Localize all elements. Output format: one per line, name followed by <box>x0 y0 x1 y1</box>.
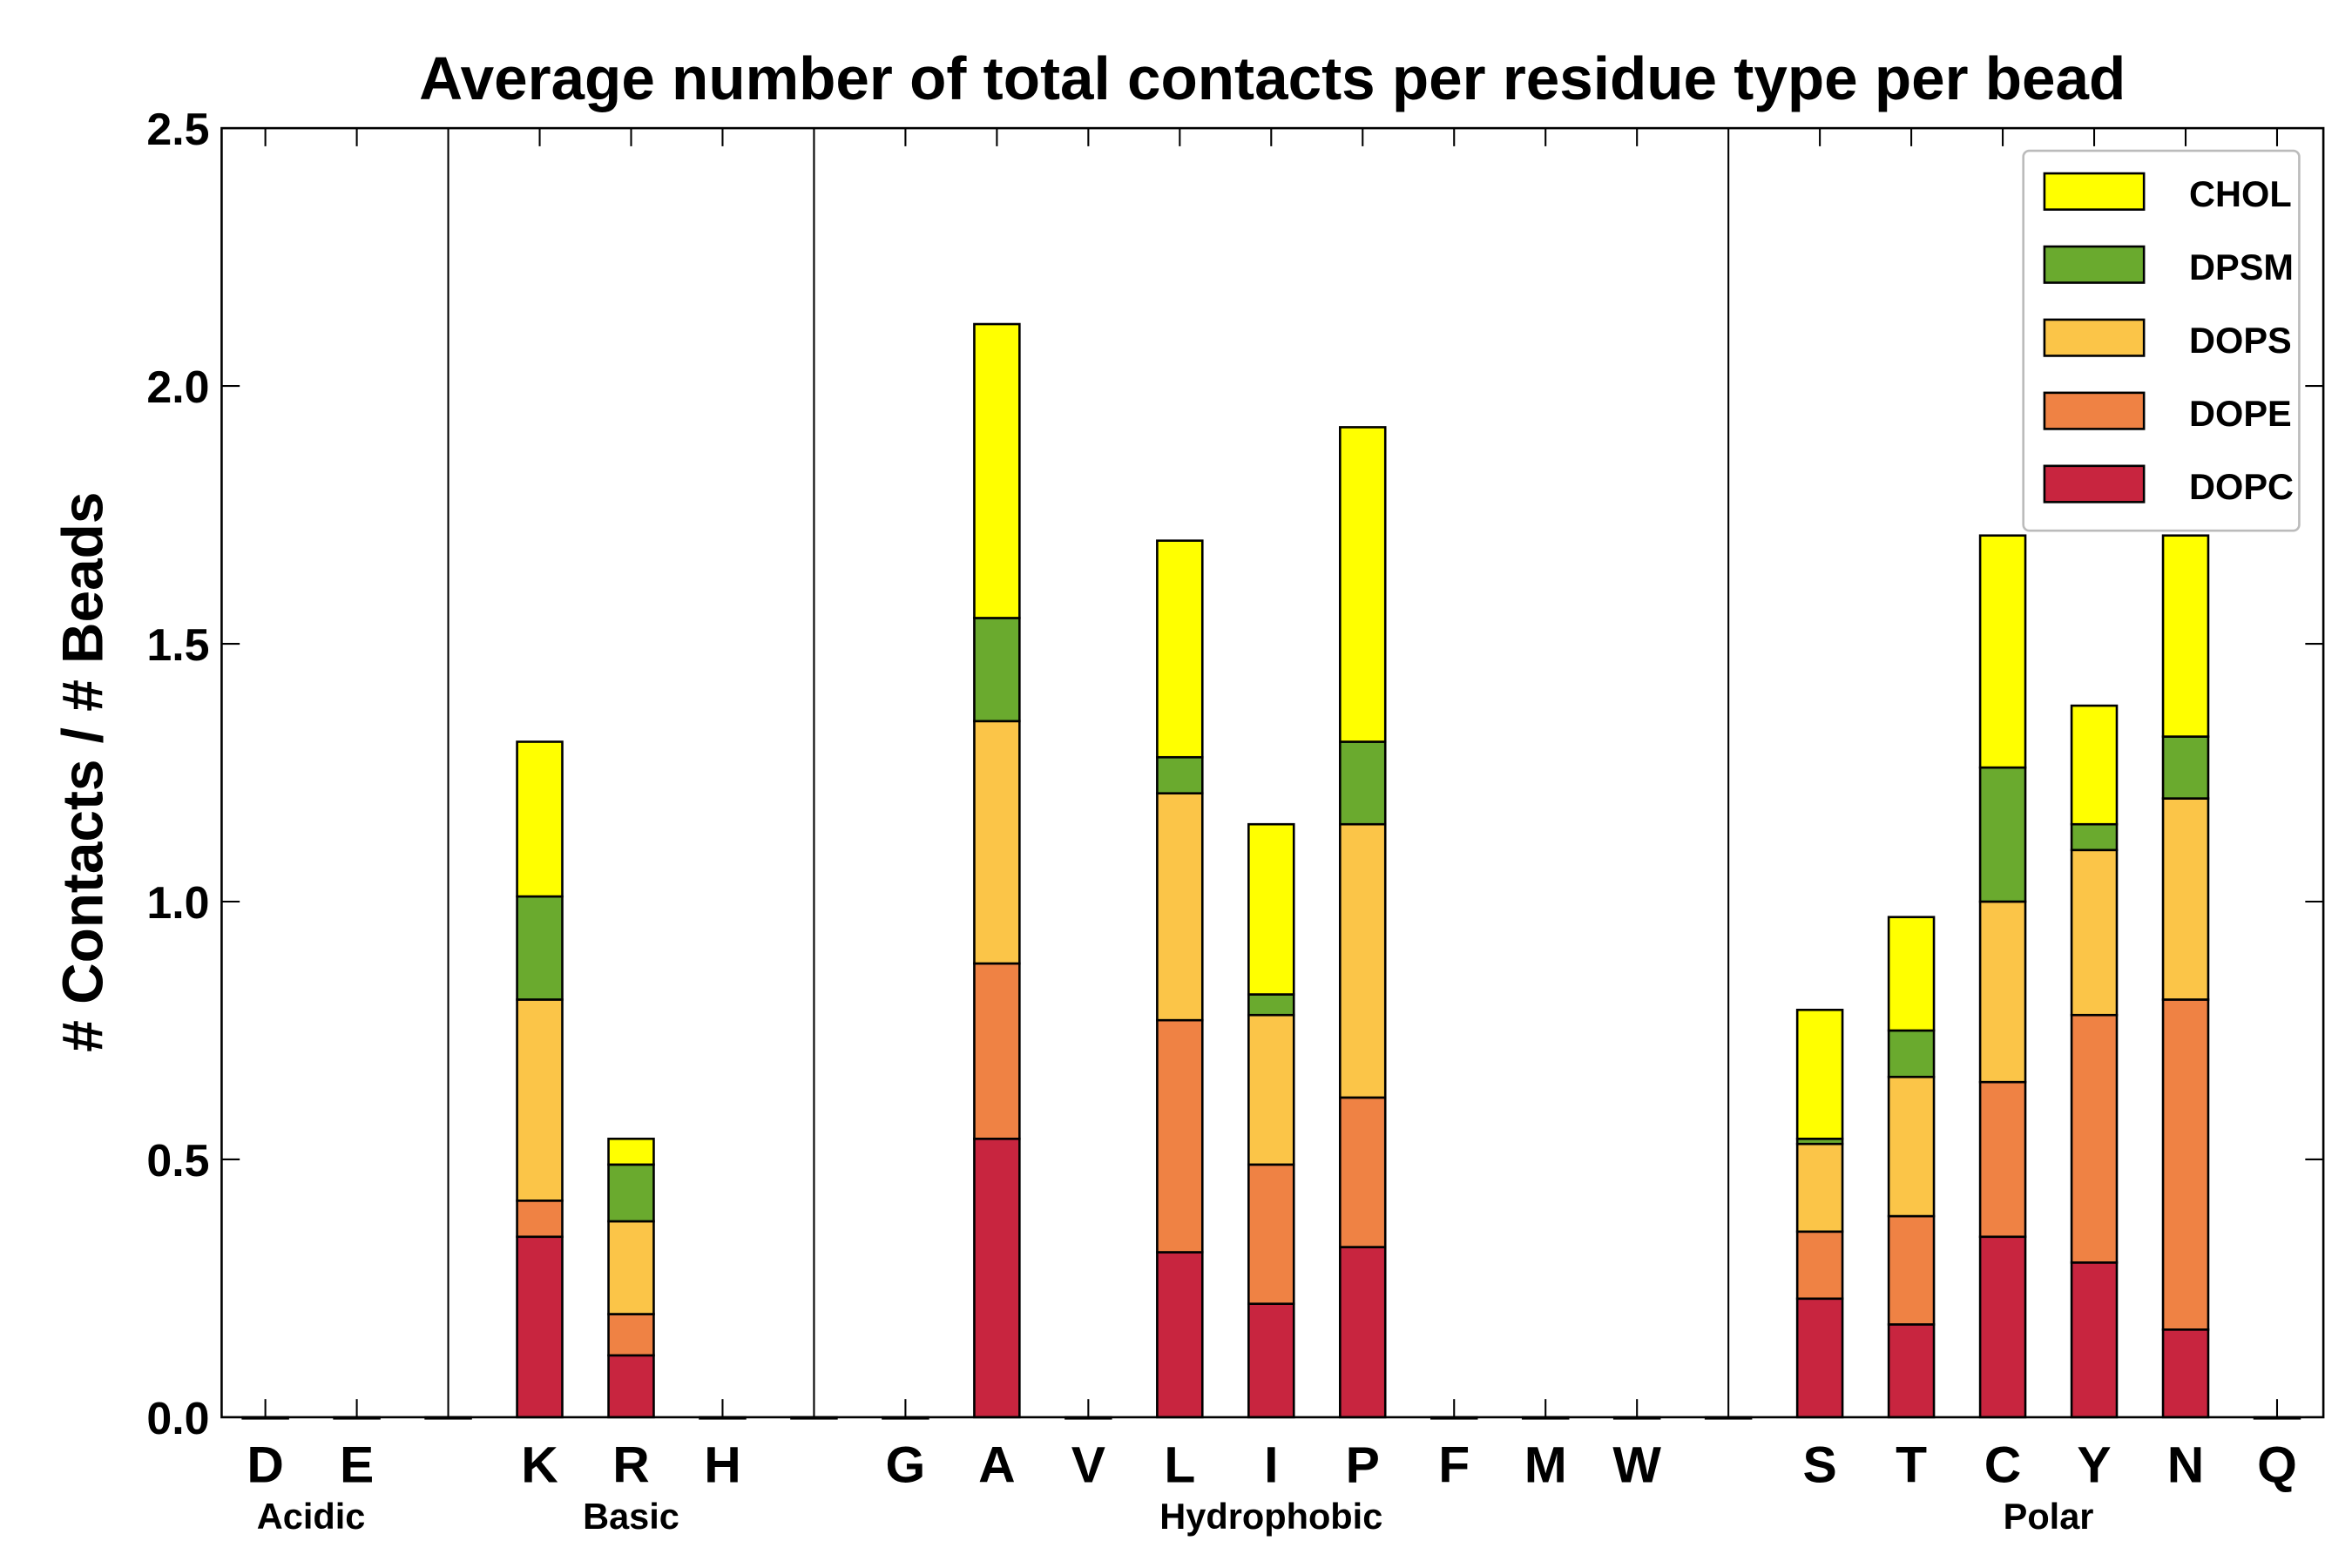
bar-dops-I <box>1247 1013 1295 1166</box>
bar-dops-Y <box>2070 848 2119 1017</box>
bar-dops-L <box>1156 792 1204 1022</box>
bar-dopc-A <box>973 1137 1021 1419</box>
bar-dpsm-P <box>1339 740 1387 826</box>
bar-chol-Y <box>2070 704 2119 826</box>
y-axis-label: # Contacts / # Beads <box>51 492 115 1052</box>
bar-dops-R <box>607 1220 655 1315</box>
y-tick-label: 1.0 <box>146 878 209 929</box>
bar-dops-K <box>516 998 564 1202</box>
bar-dopc-C <box>1978 1235 2027 1419</box>
x-tick-label: I <box>1264 1436 1278 1493</box>
legend-label: DOPE <box>2189 393 2292 434</box>
chart-title: Average number of total contacts per res… <box>419 44 2126 112</box>
bar-chol-P <box>1339 426 1387 743</box>
bar-chol-I <box>1247 822 1295 996</box>
x-tick-label: M <box>1524 1436 1567 1493</box>
y-tick-label: 1.5 <box>146 620 209 671</box>
bar-dope-R <box>607 1313 655 1357</box>
x-tick-label: W <box>1612 1436 1661 1493</box>
bar-chol-C <box>1978 534 2027 769</box>
x-tick-label: F <box>1438 1436 1470 1493</box>
y-tick-label: 2.0 <box>146 362 209 413</box>
y-tick-label: 0.5 <box>146 1136 209 1186</box>
bar-chol-A <box>973 322 1021 619</box>
bar-dopc-N <box>2161 1328 2210 1419</box>
bar-chol-R <box>607 1137 655 1166</box>
x-tick-label: N <box>2167 1436 2204 1493</box>
x-tick-label: R <box>612 1436 649 1493</box>
bar-dopc-S <box>1795 1297 1844 1419</box>
bar-dpsm-A <box>973 617 1021 723</box>
y-tick-label: 2.5 <box>146 105 209 155</box>
x-tick-label: Y <box>2077 1436 2111 1493</box>
bar-dope-N <box>2161 998 2210 1331</box>
bar-dpsm-L <box>1156 755 1204 794</box>
legend-swatch-dpsm <box>2043 245 2146 284</box>
bar-chol-N <box>2161 534 2210 738</box>
x-tick-label: E <box>340 1436 374 1493</box>
bar-dope-S <box>1795 1230 1844 1301</box>
group-label: Acidic <box>257 1496 366 1537</box>
x-tick-label: L <box>1164 1436 1195 1493</box>
legend-label: DPSM <box>2189 247 2294 287</box>
x-tick-label: Q <box>2257 1436 2297 1493</box>
bar-dopc-L <box>1156 1251 1204 1419</box>
bar-dpsm-K <box>516 895 564 1001</box>
bar-dope-I <box>1247 1163 1295 1305</box>
legend-swatch-chol <box>2043 172 2146 211</box>
x-tick-label: C <box>1984 1436 2021 1493</box>
bar-dopc-T <box>1887 1323 1936 1419</box>
bar-dops-A <box>973 720 1021 965</box>
bar-dops-S <box>1795 1142 1844 1233</box>
legend-swatch-dope <box>2043 391 2146 430</box>
y-tick-label: 0.0 <box>146 1394 209 1444</box>
x-tick-label: V <box>1071 1436 1105 1493</box>
bar-dope-L <box>1156 1018 1204 1254</box>
bar-dopc-Y <box>2070 1261 2119 1419</box>
x-tick-label: H <box>704 1436 740 1493</box>
bar-chol-K <box>516 740 564 898</box>
bar-dops-C <box>1978 900 2027 1084</box>
bar-dpsm-Y <box>2070 822 2119 852</box>
x-tick-label: P <box>1346 1436 1380 1493</box>
bar-dpsm-C <box>1978 766 2027 903</box>
bar-dope-Y <box>2070 1013 2119 1264</box>
bar-dopc-K <box>516 1235 564 1419</box>
legend-swatch-dopc <box>2043 464 2146 504</box>
bar-dops-N <box>2161 797 2210 1001</box>
bar-chol-T <box>1887 916 1936 1032</box>
group-label: Basic <box>583 1496 679 1537</box>
bar-dpsm-R <box>607 1163 655 1223</box>
bar-dops-T <box>1887 1075 1936 1218</box>
group-label: Hydrophobic <box>1159 1496 1382 1537</box>
bar-dope-P <box>1339 1096 1387 1248</box>
x-tick-label: T <box>1896 1436 1927 1493</box>
bar-dpsm-I <box>1247 993 1295 1017</box>
bar-dope-A <box>973 962 1021 1140</box>
bar-dopc-P <box>1339 1246 1387 1419</box>
plot-frame <box>220 126 2325 1419</box>
bar-dope-T <box>1887 1214 1936 1326</box>
x-tick-label: S <box>1803 1436 1837 1493</box>
group-label: Polar <box>2004 1496 2094 1537</box>
bar-dope-C <box>1978 1080 2027 1239</box>
bar-dpsm-N <box>2161 735 2210 800</box>
x-tick-label: D <box>247 1436 283 1493</box>
bar-dopc-R <box>607 1354 655 1419</box>
bar-dopc-I <box>1247 1302 1295 1419</box>
bar-dops-P <box>1339 822 1387 1099</box>
legend-label: CHOL <box>2189 173 2292 214</box>
bar-dpsm-T <box>1887 1029 1936 1078</box>
bar-chol-L <box>1156 539 1204 759</box>
legend-label: DOPC <box>2189 466 2294 507</box>
x-tick-label: A <box>978 1436 1015 1493</box>
x-tick-label: K <box>521 1436 558 1493</box>
legend-swatch-dops <box>2043 318 2146 357</box>
legend-label: DOPS <box>2189 320 2292 361</box>
x-tick-label: G <box>886 1436 926 1493</box>
bar-dope-K <box>516 1200 564 1239</box>
bar-chol-S <box>1795 1009 1844 1140</box>
